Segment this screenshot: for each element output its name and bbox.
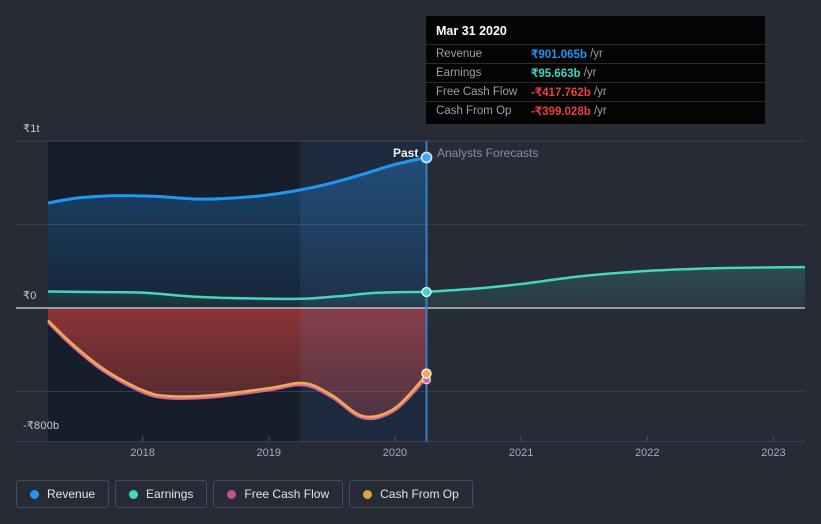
tooltip-suffix: /yr — [590, 105, 607, 117]
chart-tooltip: Mar 31 2020 Revenue ₹901.065b /yr Earnin… — [426, 16, 765, 124]
tooltip-suffix: /yr — [580, 67, 597, 79]
legend-label: Free Cash Flow — [244, 487, 330, 501]
earnings-dot-icon — [129, 489, 139, 499]
legend-label: Earnings — [146, 487, 194, 501]
tooltip-row-earnings: Earnings ₹95.663b /yr — [426, 63, 765, 82]
tooltip-suffix: /yr — [586, 48, 603, 60]
x-axis-label: 2023 — [761, 447, 786, 459]
tooltip-label: Revenue — [436, 48, 483, 60]
x-axis-label: 2020 — [382, 447, 408, 459]
legend-item-earnings[interactable]: Earnings — [115, 480, 208, 508]
free-cash-flow-dot-icon — [227, 489, 237, 499]
y-axis-label-zero: ₹0 — [23, 290, 37, 302]
tooltip-date: Mar 31 2020 — [436, 24, 507, 38]
tooltip-value: -₹417.762b — [531, 87, 591, 99]
tooltip-row-free-cash-flow: Free Cash Flow -₹417.762b /yr — [426, 82, 765, 101]
tooltip-label: Cash From Op — [436, 105, 512, 117]
legend-label: Cash From Op — [380, 487, 459, 501]
analysts-forecasts-label: Analysts Forecasts — [437, 146, 539, 160]
x-axis-label: 2022 — [635, 447, 660, 459]
x-axis-label: 2021 — [508, 447, 534, 459]
past-label: Past — [393, 146, 419, 160]
legend-item-cash-from-op[interactable]: Cash From Op — [349, 480, 473, 508]
tooltip-value: ₹95.663b — [531, 68, 581, 80]
tooltip-row-cash-from-op: Cash From Op -₹399.028b /yr — [426, 101, 765, 120]
legend-label: Revenue — [47, 487, 96, 501]
tooltip-value: ₹901.065b — [531, 49, 587, 61]
legend-item-revenue[interactable]: Revenue — [16, 480, 110, 508]
y-axis-label-neg800b: -₹800b — [23, 420, 60, 432]
x-axis-label: 2019 — [256, 447, 282, 459]
tooltip-value: -₹399.028b — [531, 106, 591, 118]
x-axis-label: 2018 — [130, 447, 155, 459]
tooltip-label: Free Cash Flow — [436, 86, 518, 98]
tooltip-row-revenue: Revenue ₹901.065b /yr — [426, 44, 765, 63]
revenue-dot-icon — [30, 489, 39, 499]
tooltip-label: Earnings — [436, 67, 482, 79]
legend-item-free-cash-flow[interactable]: Free Cash Flow — [213, 480, 344, 508]
y-axis-label-1t: ₹1t — [23, 123, 40, 135]
cash-from-op-dot-icon — [363, 489, 373, 499]
tooltip-suffix: /yr — [590, 86, 607, 98]
chart-legend: Revenue Earnings Free Cash Flow Cash Fro… — [16, 480, 473, 508]
